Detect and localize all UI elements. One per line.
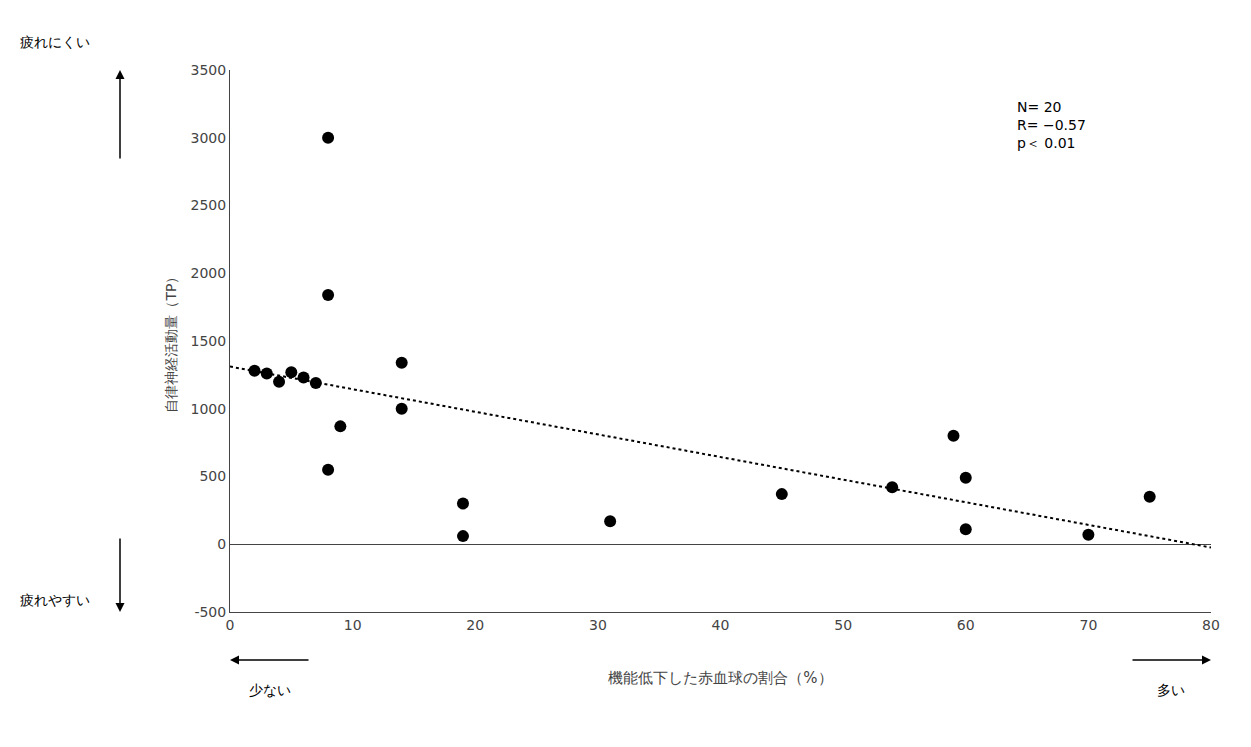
svg-text:500: 500 — [199, 468, 226, 484]
svg-text:3000: 3000 — [191, 130, 227, 146]
svg-text:疲れにくい: 疲れにくい — [20, 34, 90, 50]
svg-text:70: 70 — [1079, 617, 1097, 633]
svg-text:少ない: 少ない — [249, 682, 291, 698]
svg-text:多い: 多い — [1157, 682, 1185, 698]
svg-text:30: 30 — [589, 617, 607, 633]
svg-text:1500: 1500 — [191, 333, 227, 349]
svg-text:3500: 3500 — [191, 62, 227, 78]
svg-text:10: 10 — [344, 617, 362, 633]
svg-text:N= 20R= −0.57p＜ 0.01: N= 20R= −0.57p＜ 0.01 — [1017, 99, 1086, 151]
svg-text:自律神経活動量（TP）: 自律神経活動量（TP） — [163, 270, 179, 413]
svg-text:60: 60 — [957, 617, 975, 633]
svg-text:50: 50 — [834, 617, 852, 633]
svg-text:機能低下した赤血球の割合（%）: 機能低下した赤血球の割合（%） — [608, 669, 832, 687]
svg-text:40: 40 — [712, 617, 730, 633]
svg-text:2500: 2500 — [191, 197, 227, 213]
svg-text:20: 20 — [466, 617, 484, 633]
svg-text:2000: 2000 — [191, 265, 227, 281]
svg-text:-500: -500 — [194, 604, 226, 620]
svg-text:1000: 1000 — [191, 401, 227, 417]
svg-text:0: 0 — [226, 617, 235, 633]
svg-text:疲れやすい: 疲れやすい — [20, 592, 90, 608]
svg-text:80: 80 — [1202, 617, 1220, 633]
svg-text:0: 0 — [217, 536, 226, 552]
